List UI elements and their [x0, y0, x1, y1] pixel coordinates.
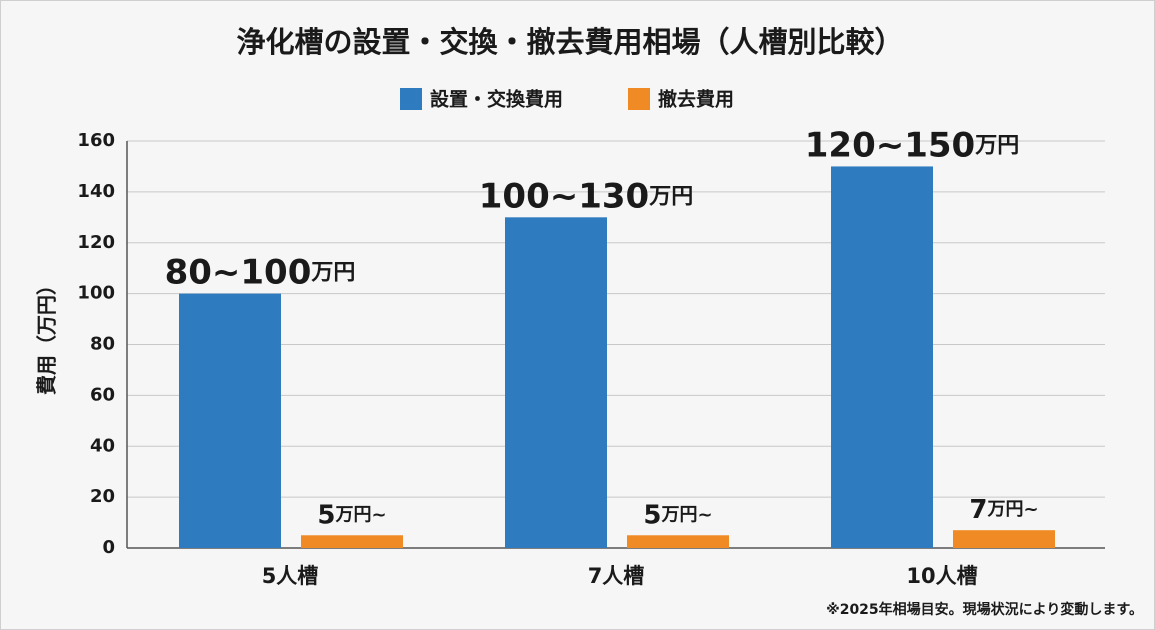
- bar: [953, 530, 1055, 548]
- y-tick-label: 80: [90, 334, 115, 355]
- value-label: 80~100万円: [165, 252, 356, 292]
- value-label: 7万円~: [969, 495, 1038, 525]
- y-tick-label: 20: [90, 486, 115, 507]
- legend-label: 撤去費用: [658, 88, 734, 111]
- footnote: ※2025年相場目安。現場状況により変動します。: [826, 601, 1143, 618]
- y-tick-label: 120: [77, 232, 115, 253]
- bar: [505, 217, 607, 548]
- x-tick-label: 7人槽: [588, 564, 645, 588]
- legend-swatch: [400, 88, 422, 110]
- value-label: 100~130万円: [479, 176, 693, 216]
- value-label: 120~150万円: [805, 125, 1019, 165]
- bar: [301, 535, 403, 548]
- y-tick-label: 160: [77, 130, 115, 151]
- y-tick-label: 0: [102, 537, 115, 558]
- value-label: 5万円~: [643, 500, 712, 530]
- y-tick-label: 40: [90, 435, 115, 456]
- bar: [831, 166, 933, 548]
- bar: [627, 535, 729, 548]
- legend-swatch: [628, 88, 650, 110]
- y-axis-label: 費用（万円）: [35, 275, 59, 395]
- y-tick-label: 60: [90, 384, 115, 405]
- y-tick-label: 100: [77, 283, 115, 304]
- y-tick-label: 140: [77, 181, 115, 202]
- bar: [179, 293, 281, 548]
- value-label: 5万円~: [317, 500, 386, 530]
- chart-title: 浄化槽の設置・交換・撤去費用相場（人槽別比較）: [236, 25, 903, 59]
- x-tick-label: 10人槽: [906, 564, 977, 588]
- legend-label: 設置・交換費用: [430, 88, 563, 111]
- x-tick-label: 5人槽: [262, 564, 319, 588]
